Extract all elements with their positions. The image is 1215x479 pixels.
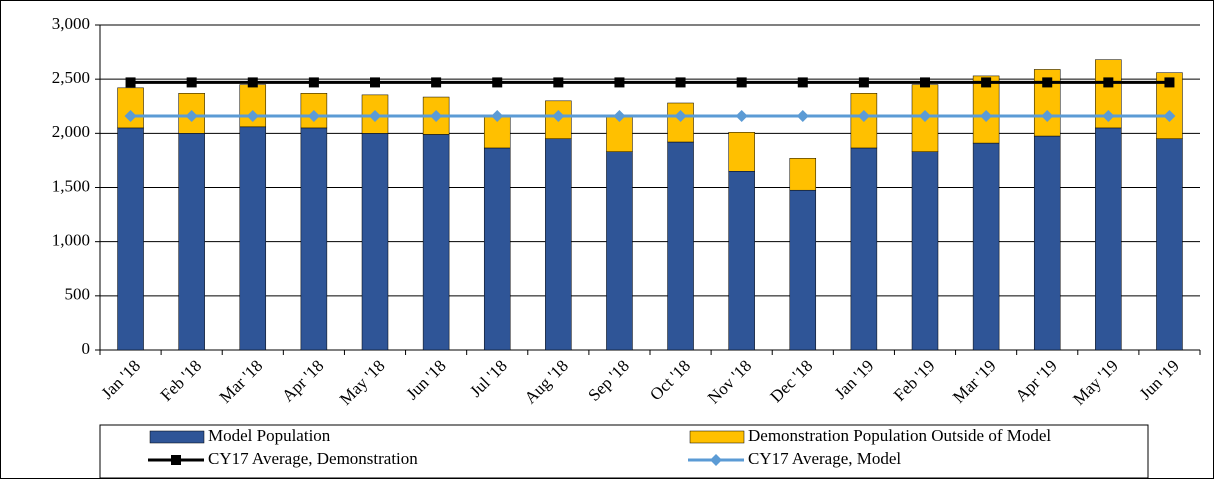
line-marker — [980, 110, 993, 122]
line-marker — [308, 77, 319, 88]
line-marker — [1164, 77, 1175, 88]
line-marker — [124, 110, 137, 122]
bar — [422, 134, 450, 351]
line-marker — [920, 77, 930, 88]
line-marker — [796, 110, 809, 122]
line-marker — [369, 110, 381, 122]
bar — [361, 133, 389, 351]
y-tick-label: 500 — [65, 285, 91, 304]
bar — [850, 147, 878, 351]
legend-box — [99, 424, 1149, 479]
y-tick-label: 2,500 — [52, 68, 90, 87]
line-marker — [1102, 110, 1115, 122]
bar — [1095, 127, 1122, 351]
bar — [117, 127, 144, 351]
legend-label: CY17 Average, Demonstration — [208, 449, 418, 468]
bar — [545, 138, 572, 351]
line-marker — [552, 110, 565, 122]
bar — [728, 132, 755, 172]
line-marker — [430, 110, 443, 122]
bar — [972, 142, 1000, 351]
legend-swatch — [689, 430, 745, 444]
line-marker — [246, 110, 259, 122]
line-marker — [735, 110, 748, 122]
y-tick-label: 2,000 — [52, 122, 90, 141]
bar — [911, 151, 939, 351]
legend-label: CY17 Average, Model — [748, 449, 901, 468]
bar — [667, 102, 694, 143]
line-marker — [736, 77, 747, 88]
y-tick-label: 1,500 — [52, 176, 90, 195]
line-marker — [981, 77, 992, 88]
line-marker — [186, 77, 197, 88]
bar — [178, 133, 205, 351]
line-marker — [797, 77, 808, 88]
legend-marker — [710, 454, 722, 466]
line-marker — [247, 77, 258, 88]
legend-label: Demonstration Population Outside of Mode… — [748, 426, 1051, 445]
line-marker — [125, 77, 136, 88]
bar — [789, 158, 817, 191]
line-marker — [614, 77, 625, 88]
line-marker — [1042, 77, 1053, 88]
line-marker — [185, 110, 198, 122]
bar — [606, 116, 633, 153]
bar — [1033, 135, 1061, 351]
bar — [728, 171, 755, 351]
line-marker — [553, 77, 564, 88]
line-marker — [307, 110, 320, 122]
line-marker — [674, 110, 687, 122]
legend-swatch — [149, 430, 205, 444]
line-marker — [1163, 110, 1176, 122]
line-marker — [431, 77, 442, 88]
line-marker — [492, 77, 503, 88]
line-marker — [613, 110, 626, 122]
bar — [667, 141, 694, 351]
bar — [483, 147, 511, 351]
line-marker — [919, 110, 931, 122]
line-marker — [1041, 110, 1054, 122]
bar — [300, 127, 328, 351]
line-marker — [370, 77, 380, 88]
bar — [1156, 138, 1183, 351]
legend-marker — [171, 455, 181, 465]
bar — [483, 116, 511, 149]
line-marker — [675, 77, 686, 88]
bar — [789, 189, 817, 351]
line-marker — [858, 77, 869, 88]
bar — [911, 84, 939, 152]
line-marker — [857, 110, 870, 122]
bar — [606, 151, 633, 351]
y-tick-label: 1,000 — [52, 231, 90, 250]
bar — [239, 126, 267, 351]
line-marker — [491, 110, 504, 122]
y-tick-label: 3,000 — [52, 14, 90, 33]
line-marker — [1103, 77, 1114, 88]
legend-label: Model Population — [208, 426, 331, 445]
y-tick-label: 0 — [82, 339, 91, 358]
